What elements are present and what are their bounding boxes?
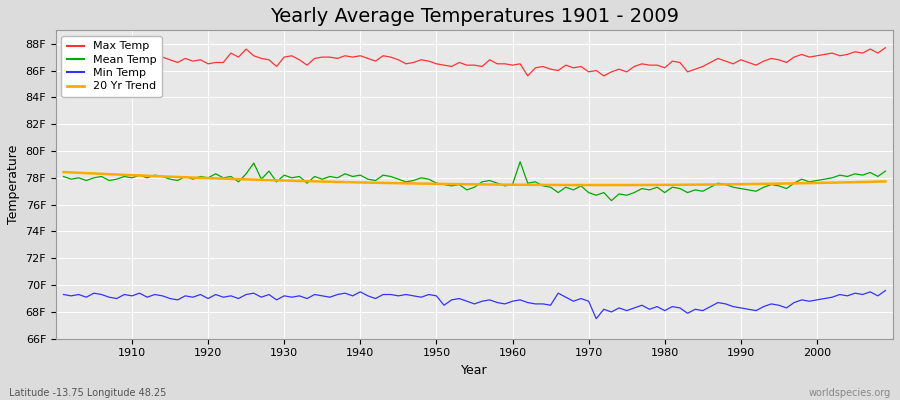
- Y-axis label: Temperature: Temperature: [7, 145, 20, 224]
- Text: Latitude -13.75 Longitude 48.25: Latitude -13.75 Longitude 48.25: [9, 388, 166, 398]
- X-axis label: Year: Year: [461, 364, 488, 377]
- Text: worldspecies.org: worldspecies.org: [809, 388, 891, 398]
- Title: Yearly Average Temperatures 1901 - 2009: Yearly Average Temperatures 1901 - 2009: [270, 7, 679, 26]
- Legend: Max Temp, Mean Temp, Min Temp, 20 Yr Trend: Max Temp, Mean Temp, Min Temp, 20 Yr Tre…: [61, 36, 162, 97]
